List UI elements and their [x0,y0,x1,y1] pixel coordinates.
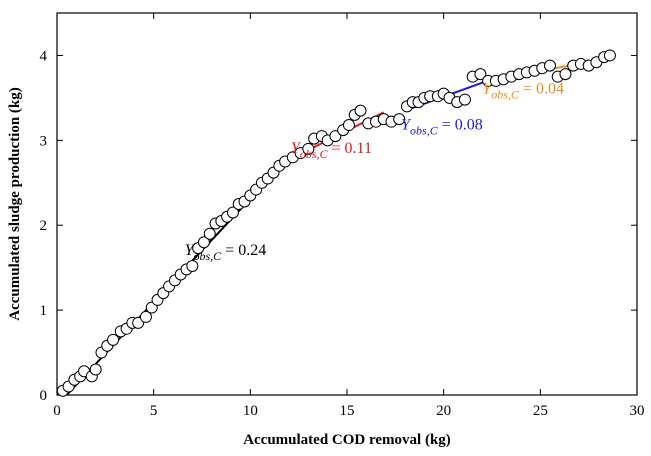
data-point [107,333,120,346]
data-point [559,68,572,81]
data-point [603,49,616,62]
fit-label-3: Yobs,C = 0.04 [482,81,564,102]
y-tick-label: 1 [40,303,48,319]
data-point [342,119,355,132]
fit-label-symbol: Y [185,242,196,259]
fit-label-subscript: obs,C [491,88,520,102]
fit-label-subscript: obs,C [410,123,439,137]
data-point [197,236,210,249]
data-point [139,310,152,323]
fit-label-subscript: obs,C [194,249,223,263]
fit-label-0: Yobs,C = 0.24 [185,242,267,263]
fit-label-subscript: obs,C [300,147,329,161]
data-point [302,142,315,155]
fit-label-1: Yobs,C = 0.11 [291,140,372,161]
fit-label-symbol: Y [291,140,302,157]
x-tick-label: 15 [340,403,355,419]
y-tick-label: 4 [40,48,48,64]
x-tick-label: 5 [150,403,158,419]
x-tick-label: 0 [53,403,61,419]
x-tick-label: 25 [533,403,548,419]
fit-label-2: Yobs,C = 0.08 [401,116,483,137]
data-point [458,93,471,106]
y-tick-label: 2 [40,218,48,234]
data-point [354,104,367,117]
ticks: 0 5 10 15 20 25 30 0 1 2 3 4 [40,13,645,419]
data-points [56,49,616,397]
y-axis-title: Accumulated sludge production (kg) [7,87,23,321]
data-point [186,259,199,272]
data-point [393,113,406,126]
y-tick-label: 0 [40,388,48,404]
x-tick-label: 30 [630,403,645,419]
data-point [89,363,102,376]
x-axis-title: Accumulated COD removal (kg) [243,432,451,448]
data-point [226,206,239,219]
fit-label-value: = 0.24 [221,242,266,259]
fit-label-value: = 0.08 [438,116,483,133]
fit-label-symbol: Y [401,116,412,133]
fit-label-value: = 0.11 [328,140,372,157]
y-tick-label: 3 [40,133,48,149]
fit-label-symbol: Y [482,81,493,98]
fit-label-value: = 0.04 [519,81,564,98]
data-point [474,68,487,81]
x-tick-label: 20 [436,403,451,419]
fit-lines [65,57,609,396]
data-point [544,59,556,72]
x-tick-label: 10 [243,403,258,419]
data-point [203,227,216,240]
